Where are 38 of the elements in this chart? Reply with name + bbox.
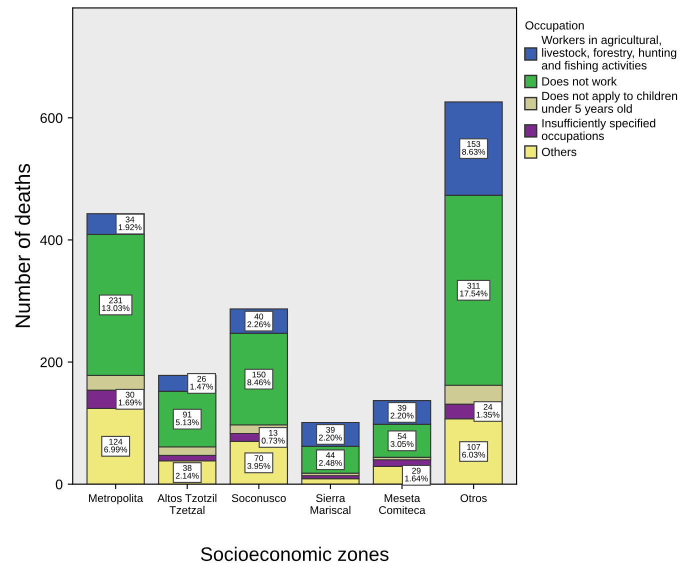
y-tick-label: 400 (40, 235, 62, 246)
data-label: 91 5.13% (176, 412, 199, 426)
data-label: 26 1.47% (190, 376, 214, 390)
x-axis-title: Socioeconomic zones (200, 546, 389, 562)
y-tick-label: 200 (40, 357, 62, 368)
legend-label: Does not apply to children under 5 years old (542, 91, 678, 116)
data-label: 44 2.48% (319, 452, 342, 466)
data-label: 107 6.03% (462, 444, 486, 458)
x-tick-label: Soconusco (232, 494, 286, 502)
y-tick-label: 0 (56, 480, 62, 490)
data-label: 70 3.95% (247, 455, 270, 469)
legend-label: Insufficiently specified occupations (542, 118, 656, 142)
data-label: 13 0.73% (262, 430, 285, 444)
data-label: 39 2.20% (390, 404, 414, 419)
data-label: 54 3.05% (390, 433, 414, 447)
x-tick-label: Sierra Mariscal (310, 494, 350, 514)
data-label: 124 6.99% (104, 438, 128, 452)
data-label: 39 2.20% (319, 426, 342, 441)
data-label: 30 1.69% (118, 392, 142, 406)
data-label: 311 17.54% (460, 282, 488, 296)
y-tick-label: 600 (40, 113, 62, 123)
data-label: 231 13.03% (102, 297, 130, 312)
data-label: 150 8.46% (247, 372, 270, 386)
x-tick-label: Metropolita (89, 494, 144, 504)
legend-label: Does not work (542, 76, 617, 86)
data-label: 40 2.26% (247, 314, 270, 328)
data-label: 29 1.64% (405, 468, 428, 482)
legend-title: Occupation (525, 20, 584, 32)
data-label: 38 2.14% (176, 465, 199, 479)
x-tick-label: Meseta Comiteca (379, 494, 426, 514)
data-label: 153 8.63% (462, 141, 486, 155)
x-tick-label: Otros (460, 494, 487, 502)
x-tick-label: Altos Tzotzil Tzetzal (157, 494, 216, 514)
legend-label: Others (542, 147, 576, 156)
legend-label: Workers in agricultural, livestock, forestry, hunting and fishing activities (541, 35, 676, 72)
data-label: 34 1.92% (118, 216, 142, 230)
data-label: 24 1.35% (476, 404, 500, 418)
y-axis-title: Number of deaths (14, 164, 30, 328)
